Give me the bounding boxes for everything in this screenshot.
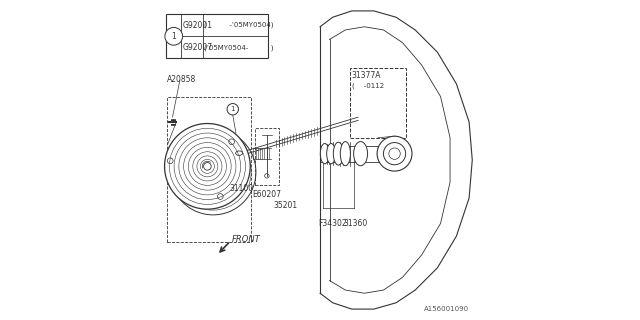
Ellipse shape [340,142,351,166]
Circle shape [184,142,231,190]
Circle shape [165,28,182,45]
Text: F34302: F34302 [319,219,347,228]
Text: (    -0112: ( -0112 [352,82,384,89]
Circle shape [193,152,222,181]
Text: A20858: A20858 [167,75,196,84]
Bar [167,97,251,243]
Circle shape [377,136,412,171]
Circle shape [200,159,214,173]
Text: FRONT: FRONT [232,236,260,244]
Text: 35201: 35201 [274,202,298,211]
Text: 31100: 31100 [230,184,253,193]
Circle shape [164,124,250,209]
Text: G92007: G92007 [182,43,212,52]
Circle shape [227,104,239,115]
Ellipse shape [320,143,329,164]
Bar [350,68,406,138]
Circle shape [174,133,241,200]
Ellipse shape [354,142,367,166]
Circle shape [179,138,236,195]
Bar [166,14,268,59]
Circle shape [197,156,218,177]
Text: G92001: G92001 [182,21,212,30]
Text: E60207: E60207 [252,190,282,199]
Text: 1: 1 [172,32,176,41]
Ellipse shape [326,143,335,164]
Text: 31377A: 31377A [352,71,381,80]
Ellipse shape [333,142,344,165]
Circle shape [188,147,227,185]
Text: 1: 1 [230,106,235,112]
Bar [255,128,279,185]
Text: (          -’05MY0504): ( -’05MY0504) [204,22,273,28]
Text: 31360: 31360 [344,219,368,228]
Text: A156001090: A156001090 [424,306,469,312]
Circle shape [170,128,246,204]
Text: (’05MY0504-          ): (’05MY0504- ) [204,44,273,51]
